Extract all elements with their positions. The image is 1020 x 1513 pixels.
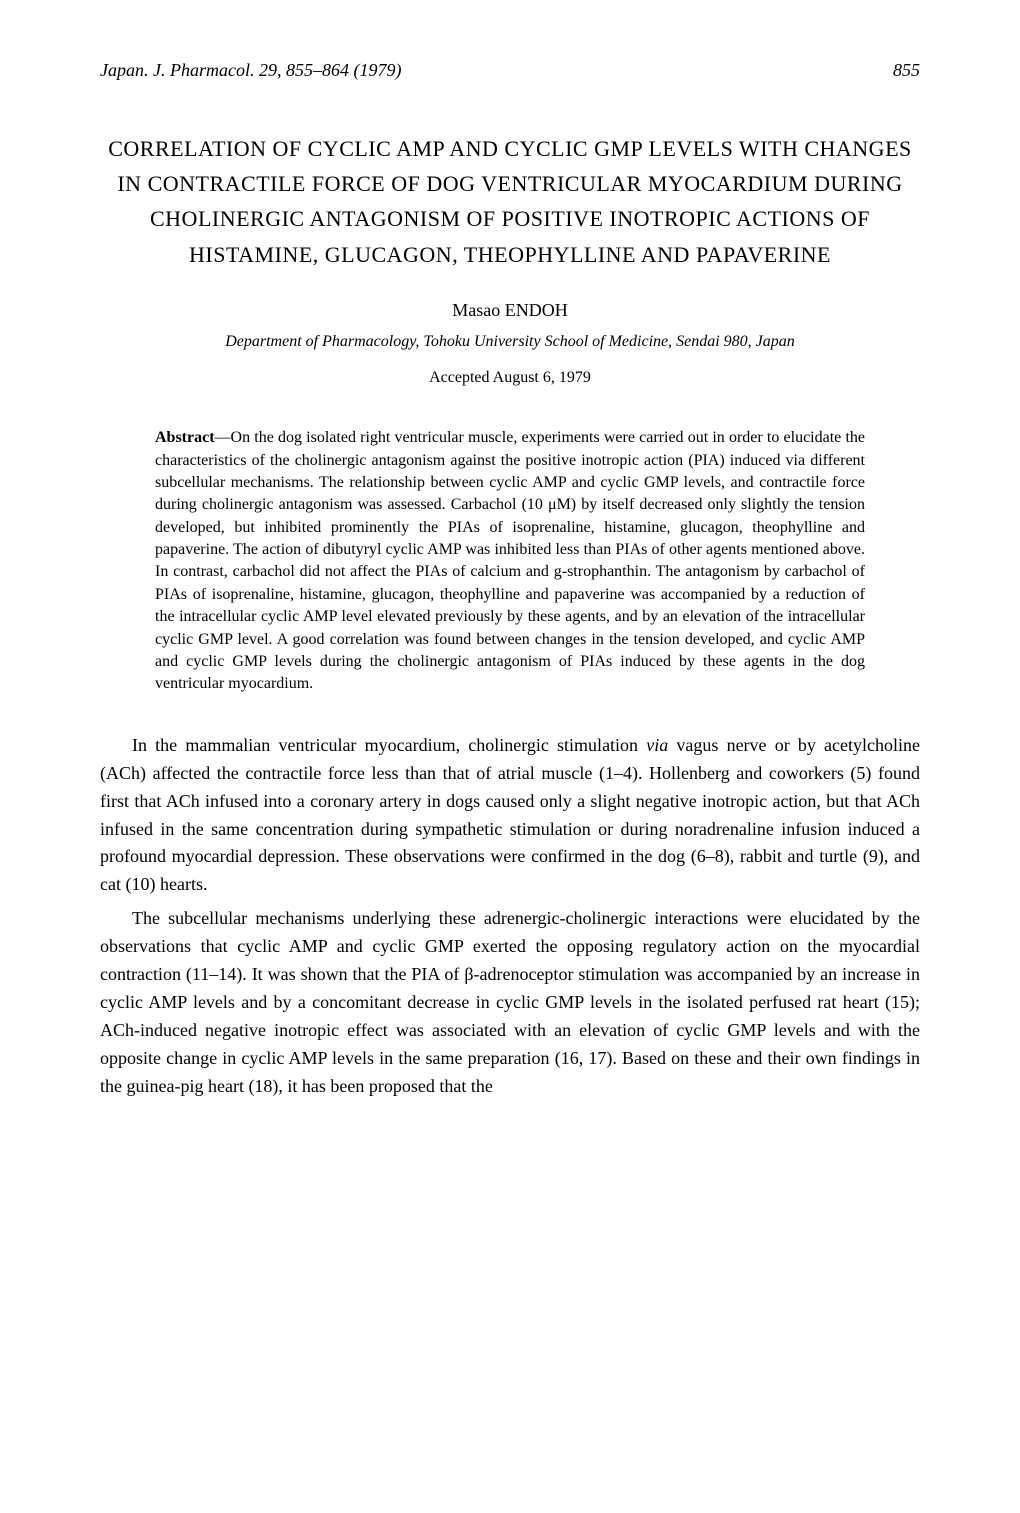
body-text: In the mammalian ventricular myocardium,… [132,735,646,755]
article-title: CORRELATION OF CYCLIC AMP AND CYCLIC GMP… [100,131,920,272]
body-paragraph-1: In the mammalian ventricular myocardium,… [100,732,920,899]
body-text: vagus nerve or by acetylcholine (ACh) af… [100,735,920,894]
abstract-label: Abstract [155,429,215,446]
author-affiliation: Department of Pharmacology, Tohoku Unive… [100,331,920,353]
journal-citation: Japan. J. Pharmacol. 29, 855–864 (1979) [100,60,401,81]
page-header: Japan. J. Pharmacol. 29, 855–864 (1979) … [100,60,920,81]
accepted-date: Accepted August 6, 1979 [100,369,920,387]
italic-via: via [646,735,668,755]
author-name: Masao ENDOH [100,300,920,321]
page-number: 855 [893,60,920,81]
abstract-section: Abstract—On the dog isolated right ventr… [155,427,865,696]
abstract-text: —On the dog isolated right ventricular m… [155,429,865,692]
body-paragraph-2: The subcellular mechanisms underlying th… [100,905,920,1100]
